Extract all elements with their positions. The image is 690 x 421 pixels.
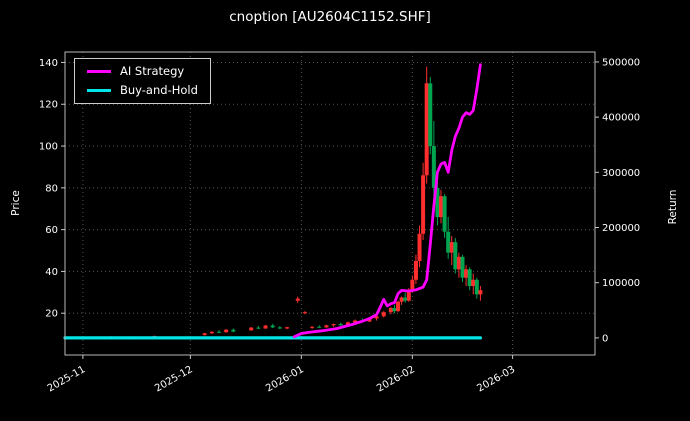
svg-text:80: 80 [45, 183, 58, 194]
candlesticks [80, 66, 483, 339]
svg-text:200000: 200000 [602, 223, 640, 234]
legend-label-ai-strategy: AI Strategy [120, 64, 185, 78]
legend-item-ai-strategy: AI Strategy [87, 64, 198, 78]
svg-text:20: 20 [45, 309, 58, 320]
svg-text:2026-03: 2026-03 [475, 364, 517, 394]
svg-text:60: 60 [45, 225, 58, 236]
svg-text:100000: 100000 [602, 278, 640, 289]
svg-text:300000: 300000 [602, 168, 640, 179]
legend-item-buy-and-hold: Buy-and-Hold [87, 82, 198, 97]
ai-strategy-line-swatch [87, 70, 111, 74]
svg-text:2025-11: 2025-11 [46, 364, 88, 394]
legend: AI Strategy Buy-and-Hold [74, 58, 211, 104]
series-lines [63, 63, 482, 340]
svg-text:2025-12: 2025-12 [153, 364, 195, 394]
svg-text:100: 100 [39, 142, 58, 153]
svg-text:400000: 400000 [602, 113, 640, 124]
svg-text:140: 140 [39, 58, 58, 69]
svg-text:2026-01: 2026-01 [264, 364, 306, 394]
legend-label-buy-and-hold: Buy-and-Hold [120, 82, 198, 97]
chart-title: cnoption [AU2604C1152.SHF] [229, 9, 431, 25]
svg-text:2026-02: 2026-02 [375, 364, 417, 394]
svg-text:40: 40 [45, 267, 58, 278]
gridlines [65, 52, 595, 355]
svg-text:120: 120 [39, 100, 58, 111]
svg-text:0: 0 [602, 333, 608, 344]
plot-border [64, 51, 596, 356]
buy-and-hold-line-swatch [87, 88, 111, 92]
svg-text:500000: 500000 [602, 57, 640, 68]
axis-ticks-and-labels: 20 40 60 80 100 120 140 0 100000 200000 300000 4000… [39, 57, 640, 394]
